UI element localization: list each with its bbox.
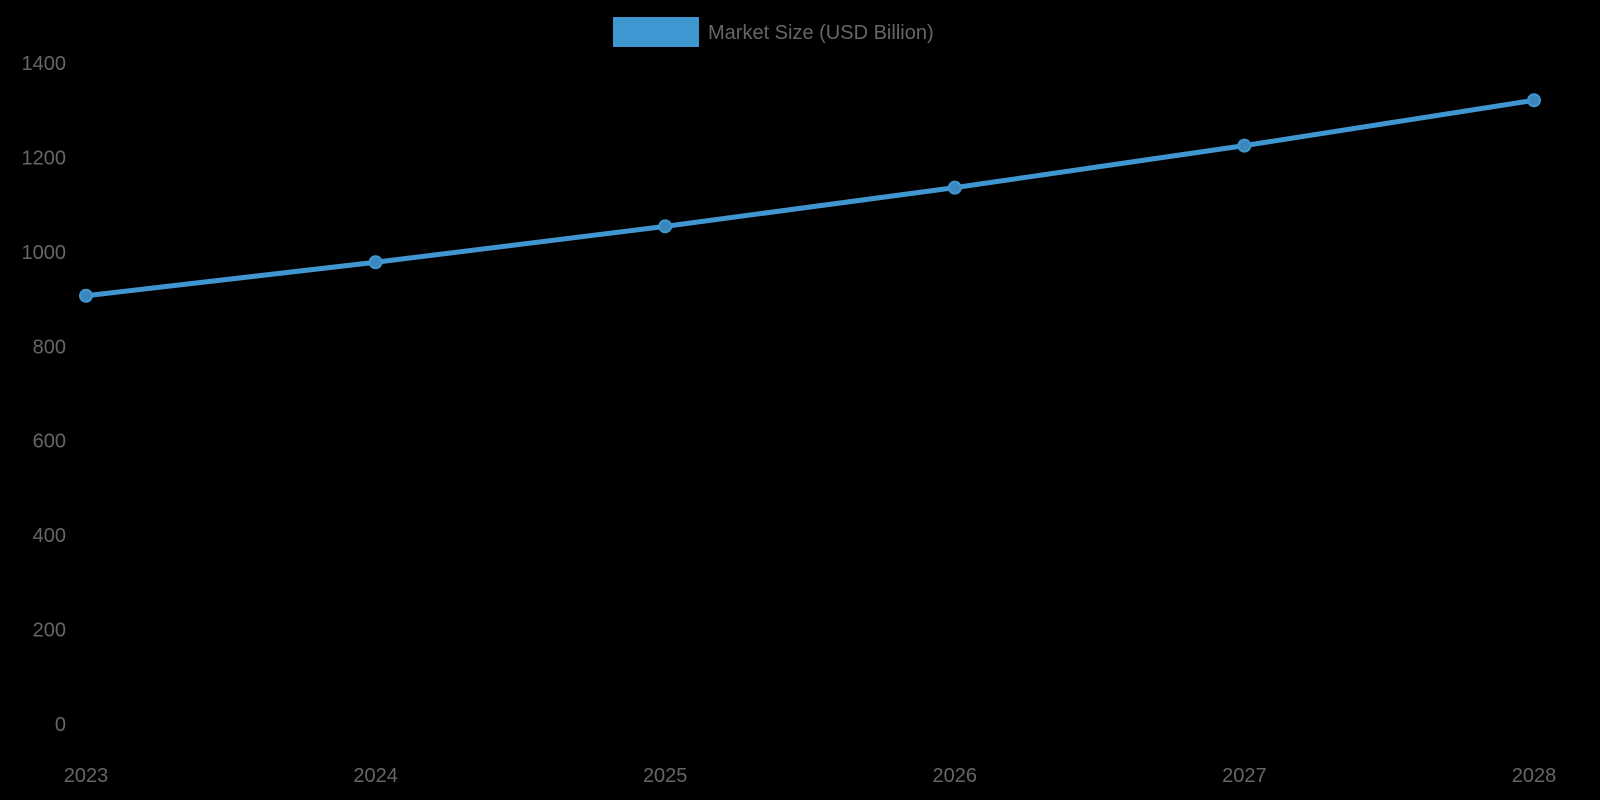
legend-label: Market Size (USD Billion) [708,22,934,44]
data-point[interactable] [1237,138,1252,153]
x-tick-label: 2025 [643,765,688,787]
y-tick-label: 1000 [22,242,67,264]
data-point[interactable] [947,180,962,195]
data-point[interactable] [1527,93,1541,108]
legend-swatch [613,17,699,47]
y-tick-label: 1400 [22,53,67,75]
series-line [85,97,1535,299]
x-tick-label: 2026 [933,765,978,787]
data-point[interactable] [368,255,383,270]
x-axis: 2023 2024 2025 2026 2027 2028 [64,765,1557,787]
y-tick-label: 600 [33,431,66,453]
y-tick-label: 0 [55,714,66,736]
y-axis: 0 200 400 600 800 1000 1200 1400 [22,53,67,736]
x-tick-label: 2028 [1512,765,1557,787]
data-points [79,93,1541,303]
legend[interactable]: Market Size (USD Billion) [613,17,934,47]
y-tick-label: 800 [33,336,66,358]
y-tick-label: 400 [33,525,66,547]
y-tick-label: 200 [33,620,66,642]
y-tick-label: 1200 [22,147,67,169]
data-point[interactable] [79,288,93,303]
x-tick-label: 2024 [353,765,398,787]
data-series [79,93,1541,303]
x-tick-label: 2027 [1222,765,1267,787]
x-tick-label: 2023 [64,765,109,787]
data-point[interactable] [658,219,673,234]
